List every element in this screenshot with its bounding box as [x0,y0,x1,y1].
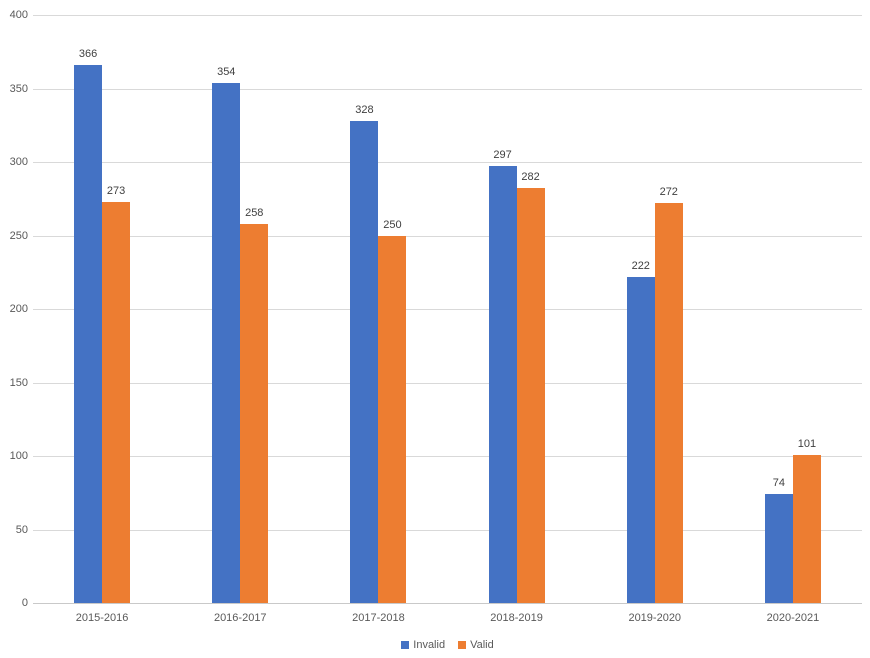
bar-value-label-valid-2017-2018: 250 [383,218,402,231]
bar-invalid-2019-2020 [626,276,655,603]
y-tick-label-300: 300 [9,156,28,168]
bar-value-label-valid-2015-2016: 273 [106,184,126,197]
legend-item-invalid: Invalid [401,639,445,651]
x-axis-label-2016-2017: 2016-2017 [213,612,267,624]
y-tick-label-400: 400 [9,9,28,21]
y-tick-label-250: 250 [9,229,28,242]
bar-valid-2019-2020 [654,203,683,603]
bar-value-label-invalid-2019-2020: 222 [631,259,650,272]
x-axis-label-2018-2019: 2018-2019 [490,612,543,624]
gridline-400 [33,15,862,16]
bar-value-label-valid-2020-2021: 101 [797,437,817,450]
bar-valid-2020-2021 [792,454,821,603]
y-tick-label-0: 0 [21,597,28,609]
bar-value-label-invalid-2017-2018: 328 [355,103,374,116]
legend-swatch-icon-invalid [401,641,410,649]
bar-value-label-valid-2018-2019: 282 [521,171,540,184]
bar-invalid-2016-2017 [212,82,241,603]
bar-invalid-2018-2019 [488,166,517,603]
gridline-50 [33,529,862,531]
bar-valid-2018-2019 [516,188,545,603]
bar-value-label-invalid-2015-2016: 366 [78,47,98,60]
x-axis-label-2019-2020: 2019-2020 [628,612,682,624]
y-tick-label-150: 150 [9,376,28,389]
y-tick-label-200: 200 [9,303,28,315]
gridline-0 [33,603,862,604]
legend-label-valid: Valid [470,639,494,651]
x-axis-label-2020-2021: 2020-2021 [766,612,820,624]
x-axis-label-2015-2016: 2015-2016 [75,612,129,624]
bar-value-label-valid-2016-2017: 258 [245,206,264,219]
gridline-300 [33,162,862,163]
bar-invalid-2015-2016 [74,64,103,603]
gridline-250 [33,235,862,237]
bar-valid-2015-2016 [102,201,131,603]
y-tick-label-100: 100 [9,450,28,462]
gridline-350 [33,88,862,90]
bar-valid-2016-2017 [240,223,269,603]
bar-invalid-2020-2021 [764,494,793,603]
bar-valid-2017-2018 [378,235,407,603]
bar-value-label-invalid-2020-2021: 74 [772,477,786,490]
bar-value-label-valid-2019-2020: 272 [659,186,678,199]
bar-value-label-invalid-2016-2017: 354 [217,65,236,78]
legend-item-valid: Valid [458,639,494,651]
legend: Invalid Valid [33,639,862,651]
gridline-150 [33,382,862,384]
y-tick-label-350: 350 [9,82,28,95]
legend-swatch-icon-valid [458,641,467,649]
gridline-200 [33,309,862,310]
x-axis-label-2017-2018: 2017-2018 [352,612,405,624]
legend-label-invalid: Invalid [413,639,446,651]
bar-value-label-invalid-2018-2019: 297 [493,149,512,162]
gridline-100 [33,456,862,457]
y-tick-label-50: 50 [15,523,28,536]
bar-invalid-2017-2018 [350,120,379,603]
